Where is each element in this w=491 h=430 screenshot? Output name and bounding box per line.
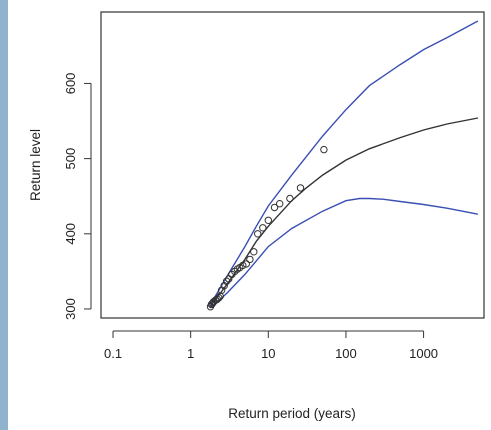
data-point-22 [259,224,267,232]
series-line-2 [210,197,479,308]
x-axis: 0.1 1 10 100 1000 [104,330,438,361]
points-layer [206,145,328,311]
y-axis-title: Return level [28,129,43,201]
y-axis: 300 400 500 600 [63,73,92,320]
data-point-7 [215,294,223,302]
data-point-26 [286,194,294,203]
series-line-1 [209,20,479,307]
x-tick-label-0: 0.1 [104,346,122,361]
data-point-18 [242,260,251,268]
x-tick-label-1: 1 [187,346,194,361]
data-point-19 [246,255,254,264]
data-point-21 [254,230,262,238]
x-tick-label-3: 100 [335,346,357,361]
y-tick-label-0: 300 [63,298,78,320]
data-point-27 [296,184,305,192]
data-point-20 [250,248,258,256]
plot-frame [100,11,485,319]
data-point-24 [270,203,279,212]
data-point-10 [220,282,228,290]
curves-layer [209,20,479,308]
data-point-28 [320,145,328,154]
x-tick-label-4: 1000 [409,346,438,361]
left-edge-strip [0,0,8,430]
data-point-23 [264,216,272,225]
y-tick-label-1: 400 [63,223,78,245]
x-axis-title: Return period (years) [228,406,356,421]
x-tick-label-2: 10 [261,346,275,361]
data-point-25 [276,200,284,208]
data-point-14 [231,267,239,276]
data-point-11 [222,277,231,285]
series-line-0 [209,117,479,307]
y-tick-label-2: 500 [63,148,78,170]
y-tick-label-3: 600 [63,73,78,95]
data-point-17 [239,261,247,270]
